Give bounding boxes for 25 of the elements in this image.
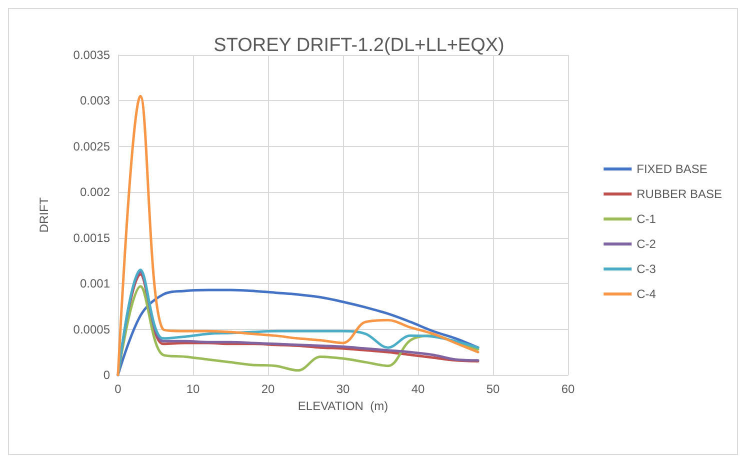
legend-label: C-3 <box>636 262 656 276</box>
x-tick-label: 50 <box>486 382 500 396</box>
y-tick-label: 0.0035 <box>73 48 110 62</box>
y-tick-label: 0.0005 <box>73 322 110 336</box>
x-tick-label: 40 <box>411 382 425 396</box>
chart-title: STOREY DRIFT-1.2(DL+LL+EQX) <box>214 35 504 56</box>
y-tick-label: 0.002 <box>80 185 110 200</box>
legend-label: C-2 <box>636 237 656 251</box>
x-tick-label: 10 <box>186 382 200 396</box>
legend-label: RUBBER BASE <box>636 187 722 201</box>
y-tick-label: 0.003 <box>80 94 110 108</box>
x-tick-label: 30 <box>336 382 350 396</box>
y-tick-label: 0.001 <box>80 276 110 291</box>
legend-label: C-4 <box>636 287 656 301</box>
x-tick-label: 60 <box>561 382 575 396</box>
x-tick-label: 0 <box>114 382 122 396</box>
y-tick-label: 0 <box>103 368 110 382</box>
y-axis-title: DRIFT <box>37 196 51 233</box>
x-axis-title: ELEVATION (m) <box>298 398 388 413</box>
legend-label: C-1 <box>636 212 656 226</box>
y-tick-label: 0.0025 <box>73 139 110 154</box>
x-tick-label: 20 <box>261 382 275 396</box>
line-series <box>116 94 480 376</box>
legend-label: FIXED BASE <box>636 162 708 176</box>
y-tick-label: 0.0015 <box>73 230 110 245</box>
